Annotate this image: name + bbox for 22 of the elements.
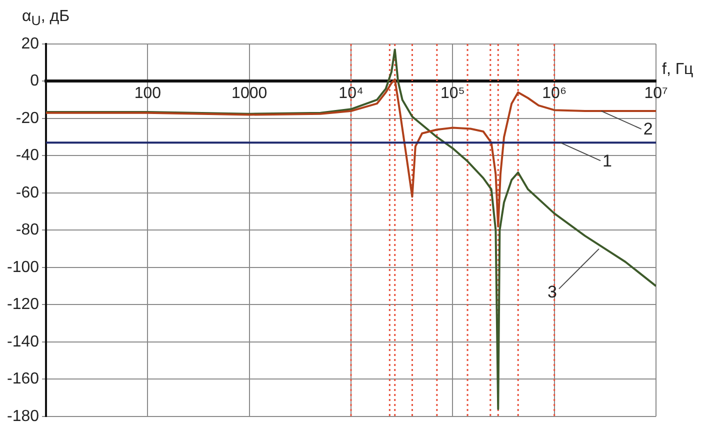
x-tick-label: 10⁶: [542, 85, 567, 102]
x-axis-title: f, Гц: [662, 61, 694, 80]
y-tick-label: -100: [6, 258, 40, 276]
y-tick-label: -60: [16, 184, 40, 202]
y-tick-label: -20: [16, 110, 40, 127]
x-tick-label: 100: [134, 85, 162, 102]
y-tick-label: -120: [6, 296, 40, 314]
y-axis-title: α$_{U}$, дБ: [22, 8, 70, 28]
annotation: 3: [548, 282, 557, 302]
y-tick-label: 20: [21, 35, 40, 52]
x-tick-label: 1000: [232, 85, 268, 102]
y-tick-label: -80: [16, 222, 40, 239]
x-tick-label: 10⁴: [338, 85, 364, 102]
y-tick-label: 0: [30, 72, 40, 90]
x-tick-label: 10⁵: [440, 85, 465, 102]
annotation: 1: [602, 151, 612, 170]
y-tick-label: -180: [6, 408, 40, 425]
y-tick-label: -140: [6, 333, 40, 350]
y-tick-label: -160: [6, 370, 40, 388]
x-tick-label: 10⁷: [644, 85, 668, 102]
annotation: 2: [643, 120, 653, 139]
y-tick-label: -40: [16, 147, 40, 164]
